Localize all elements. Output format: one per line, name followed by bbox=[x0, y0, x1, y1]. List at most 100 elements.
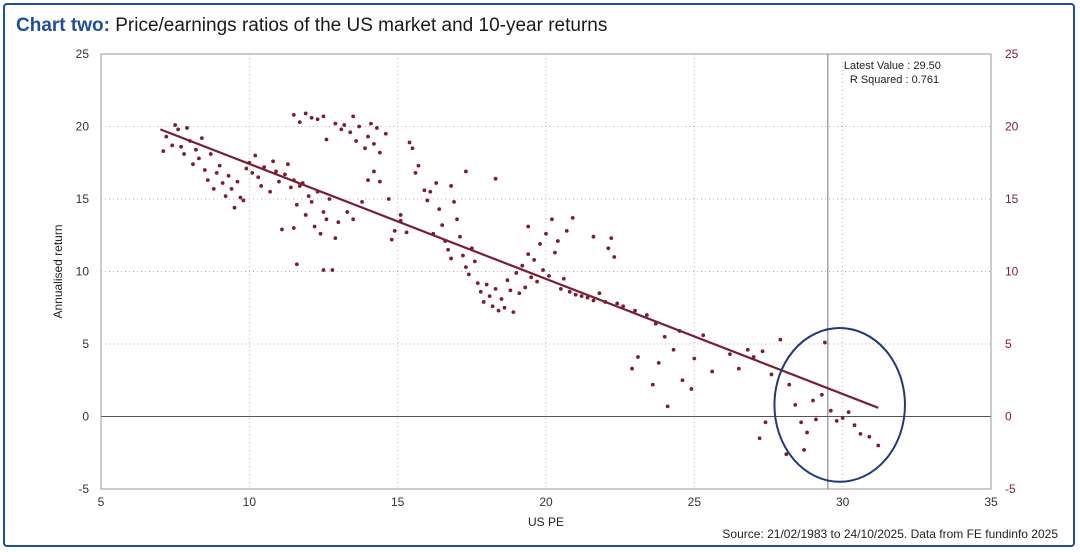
data-point bbox=[538, 242, 542, 246]
data-point bbox=[820, 392, 824, 397]
data-point bbox=[852, 423, 857, 428]
data-point bbox=[333, 121, 338, 126]
data-point bbox=[496, 308, 501, 313]
data-point bbox=[763, 420, 768, 425]
data-point bbox=[294, 202, 299, 207]
data-point bbox=[291, 113, 296, 117]
data-point bbox=[475, 281, 480, 285]
data-point bbox=[466, 272, 471, 277]
data-point bbox=[318, 231, 323, 236]
latest-value-annotation: Latest Value : 29.50 bbox=[844, 60, 941, 72]
data-point bbox=[274, 169, 278, 174]
y2-tick-label: -5 bbox=[1005, 482, 1016, 496]
data-point bbox=[392, 229, 397, 233]
data-point bbox=[398, 213, 403, 217]
data-point bbox=[321, 210, 326, 214]
y-tick-label: 25 bbox=[76, 47, 90, 61]
data-point bbox=[205, 178, 210, 183]
data-point bbox=[220, 181, 225, 185]
data-point bbox=[461, 253, 465, 258]
data-point bbox=[425, 198, 430, 203]
data-point bbox=[478, 289, 483, 294]
data-point bbox=[342, 123, 347, 127]
data-point bbox=[558, 287, 563, 291]
data-point bbox=[493, 287, 498, 291]
data-point bbox=[701, 333, 706, 338]
y2-tick-label: 10 bbox=[1005, 265, 1019, 279]
data-point bbox=[665, 404, 670, 409]
data-point bbox=[259, 184, 264, 188]
data-point bbox=[867, 434, 872, 439]
data-point bbox=[173, 123, 178, 127]
data-point bbox=[535, 279, 539, 284]
data-point bbox=[297, 120, 302, 125]
y2-tick-label: 0 bbox=[1005, 410, 1012, 424]
data-point bbox=[597, 291, 602, 296]
y-tick-label: 0 bbox=[82, 410, 89, 424]
data-point bbox=[526, 224, 531, 229]
data-point bbox=[544, 231, 548, 236]
data-point bbox=[176, 127, 181, 132]
data-point bbox=[383, 131, 388, 136]
data-point bbox=[449, 256, 453, 261]
data-point bbox=[229, 186, 234, 191]
plot-border bbox=[100, 53, 992, 490]
x-tick-label: 15 bbox=[391, 495, 405, 509]
data-point bbox=[570, 215, 575, 220]
data-point bbox=[372, 169, 376, 174]
data-point bbox=[416, 163, 421, 168]
data-point bbox=[612, 255, 617, 259]
data-point bbox=[769, 372, 774, 377]
data-point bbox=[455, 217, 459, 222]
overlay bbox=[159, 54, 906, 489]
data-point bbox=[309, 200, 314, 204]
data-point bbox=[633, 308, 637, 313]
data-point bbox=[238, 195, 243, 200]
data-point bbox=[458, 234, 462, 239]
x-tick-label: 20 bbox=[539, 495, 553, 509]
y2-tick-label: 15 bbox=[1005, 192, 1019, 206]
data-point bbox=[529, 275, 534, 280]
data-point bbox=[377, 179, 382, 184]
data-point bbox=[428, 189, 433, 194]
data-point bbox=[277, 179, 281, 184]
data-point bbox=[407, 140, 412, 145]
data-point bbox=[532, 258, 537, 262]
data-point bbox=[366, 178, 370, 183]
data-point bbox=[784, 452, 789, 457]
data-point bbox=[182, 152, 186, 156]
data-point bbox=[550, 217, 554, 222]
data-point bbox=[710, 369, 715, 374]
data-point bbox=[321, 114, 326, 119]
data-point bbox=[369, 121, 373, 126]
data-point bbox=[689, 387, 694, 391]
data-point bbox=[555, 239, 560, 243]
data-point bbox=[736, 366, 741, 371]
y-tick-label: 20 bbox=[76, 120, 90, 134]
data-point bbox=[840, 416, 845, 420]
data-point bbox=[241, 198, 246, 203]
source-note: Source: 21/02/1983 to 24/10/2025. Data f… bbox=[722, 527, 1058, 541]
data-point bbox=[309, 115, 314, 120]
data-point bbox=[197, 156, 201, 161]
r-squared-annotation: R Squared : 0.761 bbox=[850, 74, 939, 86]
data-point bbox=[606, 246, 611, 251]
x-tick-label: 5 bbox=[98, 495, 105, 509]
data-point bbox=[372, 142, 376, 146]
data-point bbox=[336, 220, 341, 225]
data-point bbox=[262, 165, 267, 170]
data-point bbox=[345, 210, 350, 214]
chart-frame bbox=[3, 3, 1075, 547]
data-point bbox=[814, 417, 818, 422]
data-point bbox=[615, 301, 620, 306]
data-point bbox=[728, 352, 732, 357]
data-point bbox=[268, 189, 272, 194]
data-point bbox=[464, 265, 468, 270]
y-tick-label: 15 bbox=[76, 192, 90, 206]
data-point bbox=[553, 250, 557, 255]
data-point bbox=[520, 263, 525, 268]
chart-title: Chart two: Price/earnings ratios of the … bbox=[16, 15, 607, 37]
data-point bbox=[327, 197, 332, 201]
data-point bbox=[199, 136, 204, 141]
